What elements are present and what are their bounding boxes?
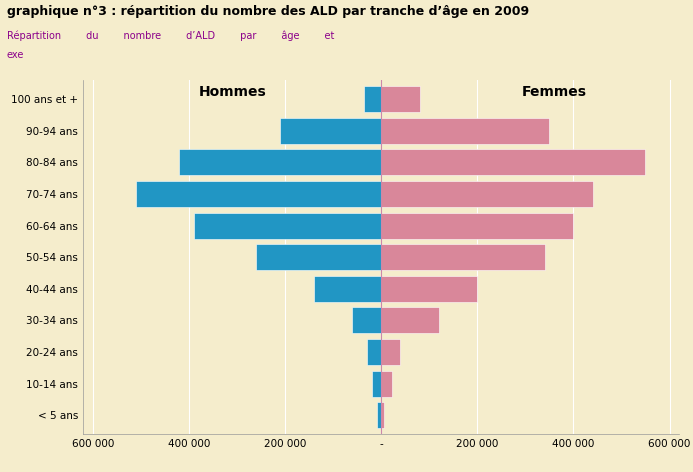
Bar [381,307,439,333]
Bar [381,86,419,112]
Bar [381,118,550,144]
Bar [381,371,392,396]
Text: Femmes: Femmes [522,85,587,99]
Bar [194,213,381,238]
Bar [367,339,381,365]
Bar [381,402,384,428]
Text: Hommes: Hommes [198,85,266,99]
Bar [381,276,477,302]
Bar [381,339,401,365]
Bar [314,276,381,302]
Text: graphique n°3 : répartition du nombre des ALD par tranche d’âge en 2009: graphique n°3 : répartition du nombre de… [7,5,529,18]
Bar [352,307,381,333]
Bar [136,181,381,207]
Bar [179,150,381,176]
Bar [373,371,381,396]
Bar [256,244,381,270]
Bar [381,150,645,176]
Bar [381,213,573,238]
Bar [280,118,381,144]
Bar [381,244,545,270]
Bar [365,86,381,112]
Text: exe: exe [7,50,24,59]
Bar [381,181,593,207]
Text: Répartition        du        nombre        d’ALD        par        âge        et: Répartition du nombre d’ALD par âge et [7,31,334,41]
Bar [377,402,381,428]
